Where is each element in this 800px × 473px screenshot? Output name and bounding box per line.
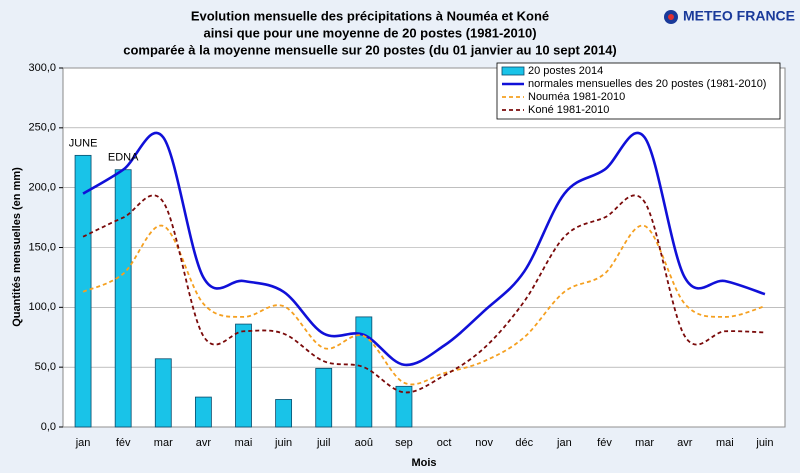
x-tick-label: mai	[716, 437, 734, 449]
logo: METEO FRANCE	[683, 8, 795, 24]
x-tick-label: déc	[515, 437, 533, 449]
line	[82, 225, 766, 386]
x-tick-label: juil	[316, 437, 330, 449]
y-tick-label: 50,0	[35, 361, 56, 373]
legend-swatch	[501, 66, 525, 76]
x-tick-label: avr	[677, 437, 693, 449]
legend-label: Koné 1981-2010	[528, 104, 609, 116]
bar	[315, 367, 333, 428]
x-tick-label: mai	[235, 437, 253, 449]
bar	[194, 396, 212, 428]
x-tick-label: mar	[154, 437, 173, 449]
x-tick-label: jan	[75, 437, 91, 449]
legend-label: 20 postes 2014	[528, 65, 603, 77]
x-tick-label: sep	[395, 437, 413, 449]
x-axis-label: Mois	[411, 457, 436, 469]
legend-label: normales mensuelles des 20 postes (1981-…	[528, 78, 766, 90]
x-tick-label: oct	[437, 437, 452, 449]
x-tick-label: fév	[597, 437, 612, 449]
x-tick-label: juin	[274, 437, 292, 449]
bar	[395, 385, 413, 428]
bar	[154, 358, 172, 428]
x-tick-label: fév	[116, 437, 131, 449]
chart-title: comparée à la moyenne mensuelle sur 20 p…	[123, 42, 617, 57]
x-tick-label: juin	[755, 437, 773, 449]
x-tick-label: aoû	[355, 437, 373, 449]
y-axis-label: Quantités mensuelles (en mm)	[11, 167, 23, 327]
annotation: JUNE	[69, 137, 98, 149]
logo-icon	[668, 14, 674, 20]
x-tick-label: jan	[556, 437, 572, 449]
y-tick-label: 150,0	[28, 241, 56, 253]
y-tick-label: 200,0	[28, 182, 56, 194]
chart-title: ainsi que pour une moyenne de 20 postes …	[203, 25, 536, 40]
line	[82, 194, 765, 394]
x-tick-label: mar	[635, 437, 654, 449]
bar	[114, 169, 132, 428]
x-tick-label: nov	[475, 437, 493, 449]
y-tick-label: 0,0	[41, 421, 56, 433]
legend-label: Nouméa 1981-2010	[528, 91, 625, 103]
legend	[496, 62, 781, 120]
line	[82, 131, 766, 367]
x-tick-label: avr	[196, 437, 212, 449]
bar	[235, 323, 252, 428]
y-tick-label: 300,0	[28, 62, 56, 74]
bar	[275, 399, 293, 428]
y-tick-label: 250,0	[28, 122, 56, 134]
y-tick-label: 100,0	[28, 301, 56, 313]
annotation: EDNA	[108, 152, 139, 164]
chart-title: Evolution mensuelle des précipitations à…	[191, 8, 549, 23]
